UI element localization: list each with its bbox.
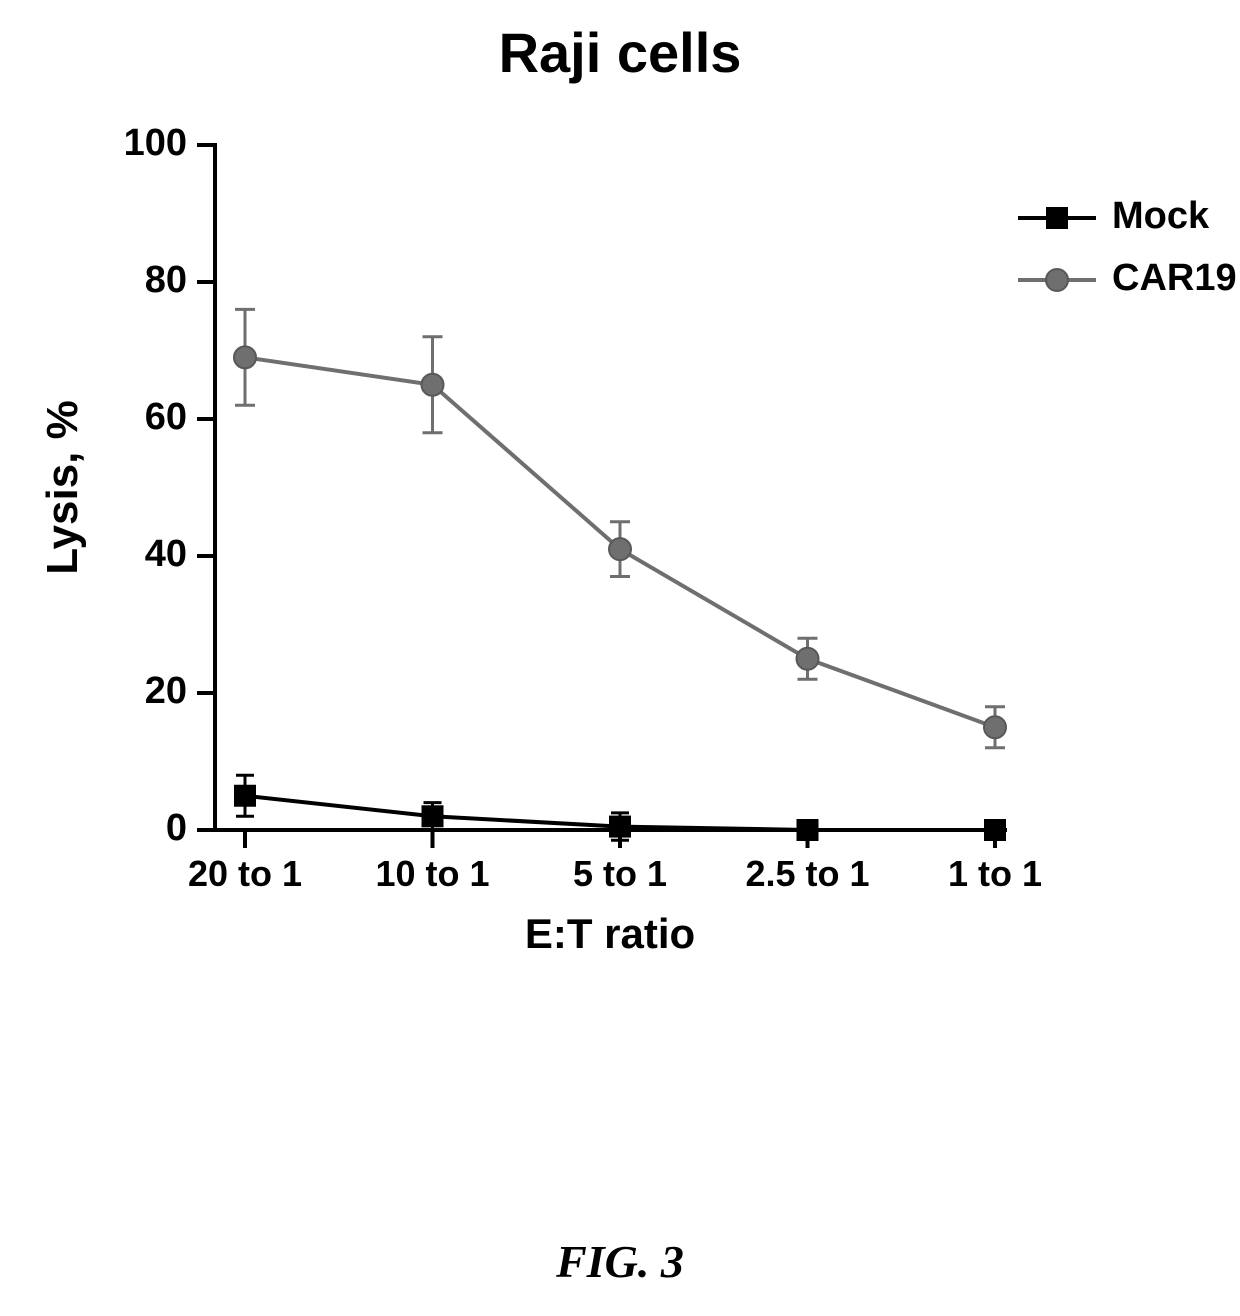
figure-caption: FIG. 3 (0, 1235, 1240, 1288)
marker-square (1047, 208, 1067, 228)
legend-label-car19: CAR19 (1112, 257, 1237, 299)
y-tick-label: 60 (145, 396, 187, 438)
x-tick-label: 2.5 to 1 (745, 853, 869, 894)
y-tick-label: 40 (145, 533, 187, 575)
marker-square (798, 820, 818, 840)
marker-square (985, 820, 1005, 840)
x-tick-label: 1 to 1 (948, 853, 1042, 894)
marker-circle (234, 346, 256, 368)
x-tick-label: 10 to 1 (375, 853, 489, 894)
legend-label-mock: Mock (1112, 195, 1210, 237)
y-axis-title: Lysis, % (38, 400, 87, 574)
x-tick-label: 20 to 1 (188, 853, 302, 894)
marker-circle (422, 374, 444, 396)
marker-square (423, 806, 443, 826)
series-car19 (234, 309, 1006, 747)
lysis-chart: 0 20 40 60 80 100 20 to 1 10 to 1 5 to 1 2.5 to 1… (0, 100, 1240, 1000)
marker-circle (797, 648, 819, 670)
marker-circle (984, 716, 1006, 738)
y-tick-label: 80 (145, 259, 187, 301)
y-tick-label: 100 (124, 122, 187, 164)
x-axis-title: E:T ratio (525, 910, 695, 957)
marker-square (610, 817, 630, 837)
legend: Mock CAR19 (1018, 195, 1237, 299)
chart-title: Raji cells (0, 20, 1240, 85)
marker-square (235, 786, 255, 806)
y-tick-label: 20 (145, 670, 187, 712)
y-tick-label: 0 (166, 807, 187, 849)
x-tick-label: 5 to 1 (573, 853, 667, 894)
marker-circle (1046, 269, 1068, 291)
marker-circle (609, 538, 631, 560)
